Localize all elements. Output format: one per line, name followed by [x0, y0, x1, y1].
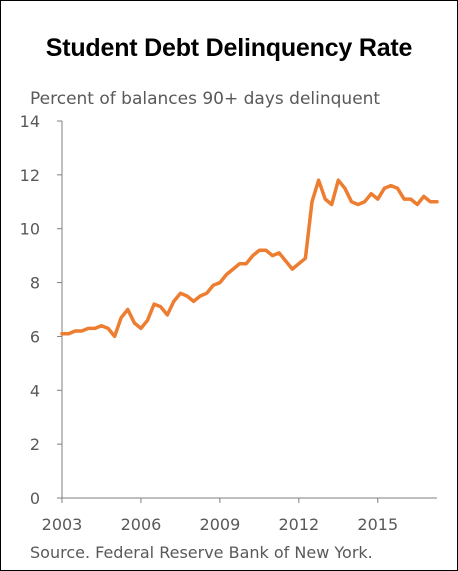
series-layer: [60, 178, 439, 339]
chart-title: Student Debt Delinquency Rate: [45, 34, 413, 62]
y-tick-label: 0: [30, 489, 40, 508]
y-tick-label: 14: [20, 112, 40, 131]
chart-axes: [61, 121, 437, 499]
y-axis-ticks: 0 2 4 6 8 10 12 14: [20, 112, 62, 508]
x-tick-label: 2006: [121, 515, 162, 534]
x-tick-label: 2009: [200, 515, 241, 534]
x-tick-label: 2012: [278, 515, 319, 534]
x-tick-label: 2003: [42, 515, 83, 534]
y-tick-label: 8: [30, 274, 40, 293]
series-line: [60, 178, 439, 339]
x-axis-ticks: 2003 2006 2009 2012 2015: [42, 498, 398, 534]
chart-source: Source. Federal Reserve Bank of New York…: [30, 543, 373, 562]
x-tick-label: 2015: [357, 515, 398, 534]
chart-subtitle: Percent of balances 90+ days delinquent: [30, 89, 381, 109]
y-tick-label: 10: [20, 220, 40, 239]
y-tick-label: 6: [30, 327, 40, 346]
y-tick-label: 12: [20, 166, 40, 185]
y-tick-label: 4: [30, 381, 40, 400]
y-tick-label: 2: [30, 435, 40, 454]
